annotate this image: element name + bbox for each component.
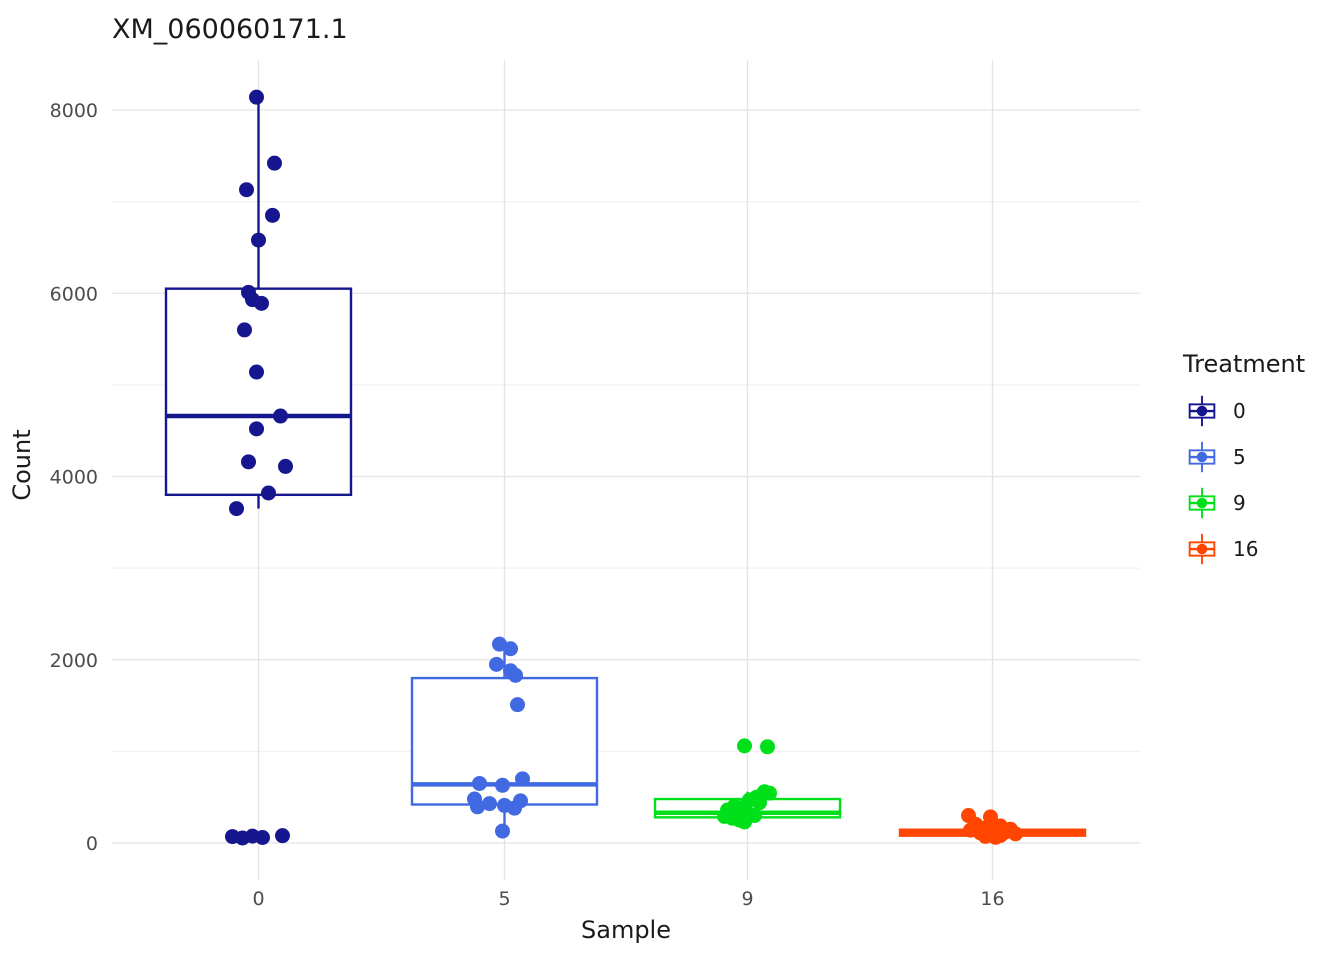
y-tick-label: 2000 <box>50 650 98 672</box>
legend: Treatment 0 5 9 16 <box>1183 350 1343 576</box>
x-axis-title: Sample <box>581 916 671 944</box>
plot-panel <box>112 60 1140 880</box>
jitter-point <box>261 485 276 501</box>
y-axis-title: Count <box>8 429 36 500</box>
jitter-point <box>275 828 290 844</box>
legend-item-label: 9 <box>1233 491 1246 515</box>
jitter-point <box>752 795 767 811</box>
jitter-point <box>249 89 264 105</box>
jitter-point <box>503 641 518 657</box>
jitter-point <box>470 799 485 815</box>
y-tick-label: 0 <box>86 833 98 855</box>
jitter-point <box>278 458 293 474</box>
jitter-point <box>251 232 266 248</box>
jitter-point <box>495 777 510 793</box>
jitter-point <box>760 739 775 755</box>
y-tick-label: 8000 <box>50 100 98 122</box>
jitter-point <box>254 295 269 311</box>
box <box>164 287 353 497</box>
legend-item: 5 <box>1183 438 1343 476</box>
legend-key-icon <box>1188 441 1216 473</box>
chart-title: XM_060060171.1 <box>112 14 348 45</box>
jitter-point <box>1008 826 1023 842</box>
jitter-point <box>241 454 256 470</box>
legend-item-label: 5 <box>1233 445 1246 469</box>
jitter-point <box>510 697 525 713</box>
jitter-point <box>737 814 752 830</box>
jitter-point <box>472 775 487 791</box>
axis-tick-labels: 0 2000 4000 6000 8000 0 5 9 16 <box>50 100 1005 910</box>
x-tick-label: 5 <box>498 888 510 910</box>
legend-item-label: 0 <box>1233 399 1246 423</box>
x-tick-label: 0 <box>252 888 264 910</box>
legend-item-label: 16 <box>1233 537 1259 561</box>
legend-key-icon <box>1188 395 1216 427</box>
y-tick-label: 4000 <box>50 467 98 489</box>
jitter-point <box>489 656 504 672</box>
jitter-point <box>239 182 254 198</box>
jitter-point <box>482 796 497 812</box>
jitter-point <box>515 771 530 787</box>
x-tick-label: 16 <box>980 888 1004 910</box>
jitter-point <box>495 823 510 839</box>
legend-title: Treatment <box>1183 350 1306 378</box>
jitter-point <box>229 501 244 517</box>
legend-item: 0 <box>1183 392 1343 430</box>
jitter-point <box>273 408 288 424</box>
legend-item: 9 <box>1183 484 1343 522</box>
x-tick-label: 9 <box>741 888 753 910</box>
legend-key-icon <box>1188 487 1216 519</box>
jitter-point <box>249 364 264 380</box>
jitter-point <box>237 322 252 338</box>
jitter-point <box>737 738 752 754</box>
jitter-point <box>255 830 270 846</box>
jitter-point <box>265 207 280 223</box>
jitter-point <box>988 829 1003 845</box>
legend-key-icon <box>1188 533 1216 565</box>
jitter-point <box>507 800 522 816</box>
legend-item: 16 <box>1183 530 1343 568</box>
jitter-point <box>267 155 282 171</box>
legend-items: 0 5 9 16 <box>1183 392 1343 568</box>
y-tick-label: 6000 <box>50 283 98 305</box>
jitter-point <box>508 667 523 683</box>
jitter-point <box>249 421 264 437</box>
